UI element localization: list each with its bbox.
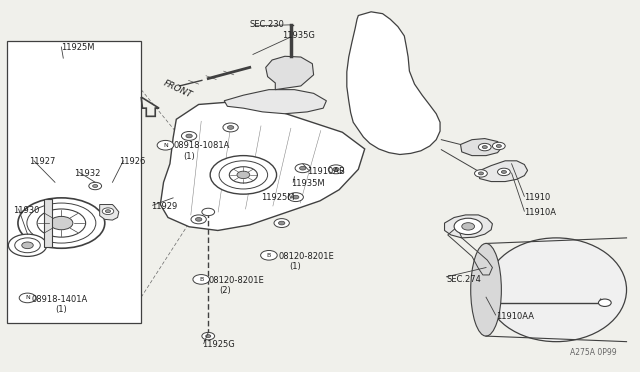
Circle shape [478, 172, 483, 175]
Text: (2): (2) [220, 286, 232, 295]
Circle shape [191, 215, 206, 224]
Circle shape [229, 167, 257, 183]
Polygon shape [100, 205, 119, 220]
Circle shape [598, 299, 611, 307]
Circle shape [501, 170, 506, 173]
Text: (1): (1) [55, 305, 67, 314]
Text: 11910A: 11910A [524, 208, 556, 217]
Ellipse shape [486, 238, 627, 341]
Circle shape [93, 185, 98, 187]
Text: B: B [199, 277, 204, 282]
Circle shape [193, 275, 209, 284]
Circle shape [260, 250, 277, 260]
Circle shape [37, 209, 86, 237]
Circle shape [274, 219, 289, 228]
Text: (1): (1) [183, 152, 195, 161]
Circle shape [492, 142, 505, 150]
Circle shape [333, 167, 339, 171]
Text: N: N [25, 295, 30, 301]
Circle shape [195, 218, 202, 221]
Text: 11926: 11926 [119, 157, 145, 166]
Circle shape [205, 335, 211, 337]
Text: A275A 0P99: A275A 0P99 [570, 348, 617, 357]
Circle shape [210, 155, 276, 194]
Circle shape [295, 164, 310, 173]
Circle shape [219, 161, 268, 189]
Circle shape [186, 134, 192, 138]
Text: FRONT: FRONT [162, 79, 193, 100]
Text: 11925M: 11925M [261, 193, 295, 202]
Bar [7, 41, 141, 323]
Circle shape [8, 234, 47, 256]
Circle shape [106, 210, 111, 213]
Circle shape [497, 168, 510, 176]
Text: 11910AB: 11910AB [307, 167, 345, 176]
Circle shape [462, 223, 474, 230]
Circle shape [50, 217, 73, 230]
Circle shape [292, 195, 299, 199]
Text: 11935M: 11935M [291, 179, 325, 187]
Circle shape [227, 126, 234, 129]
Text: 11935G: 11935G [282, 31, 314, 41]
Circle shape [223, 123, 238, 132]
Text: B: B [267, 253, 271, 258]
Text: 11925M: 11925M [61, 42, 95, 51]
Text: 08120-8201E: 08120-8201E [278, 252, 334, 261]
Circle shape [102, 208, 114, 215]
Circle shape [482, 145, 487, 148]
Polygon shape [478, 161, 527, 182]
Text: 11930: 11930 [13, 206, 40, 215]
Circle shape [157, 140, 173, 150]
Text: 08918-1081A: 08918-1081A [173, 141, 230, 151]
Text: 11910: 11910 [524, 193, 550, 202]
Polygon shape [44, 199, 52, 247]
Circle shape [454, 218, 482, 235]
Circle shape [474, 170, 487, 177]
Text: 11932: 11932 [74, 169, 100, 177]
Circle shape [202, 208, 214, 216]
Circle shape [496, 144, 501, 147]
Polygon shape [445, 215, 492, 238]
Circle shape [22, 242, 33, 248]
Text: N: N [163, 143, 168, 148]
Circle shape [288, 193, 303, 202]
Circle shape [18, 198, 105, 248]
Circle shape [181, 132, 196, 140]
Circle shape [278, 221, 285, 225]
Circle shape [202, 333, 214, 340]
Polygon shape [461, 138, 502, 155]
Circle shape [19, 293, 36, 303]
Circle shape [300, 166, 306, 170]
Polygon shape [266, 56, 314, 90]
Text: 11929: 11929 [151, 202, 177, 211]
Polygon shape [224, 90, 326, 114]
Text: 08918-1401A: 08918-1401A [31, 295, 88, 304]
Text: SEC.230: SEC.230 [250, 20, 285, 29]
Text: 11910AA: 11910AA [495, 312, 534, 321]
Circle shape [27, 203, 96, 243]
Circle shape [15, 238, 40, 253]
Ellipse shape [470, 243, 501, 336]
Text: SEC.274: SEC.274 [447, 275, 481, 284]
Polygon shape [347, 12, 440, 154]
Text: 11925G: 11925G [202, 340, 236, 349]
Circle shape [328, 165, 344, 174]
Text: 11927: 11927 [29, 157, 56, 166]
Circle shape [89, 182, 102, 190]
Text: 08120-8201E: 08120-8201E [209, 276, 264, 285]
Text: (1): (1) [289, 262, 301, 271]
Polygon shape [161, 101, 365, 231]
Circle shape [478, 143, 491, 151]
Circle shape [237, 171, 250, 179]
